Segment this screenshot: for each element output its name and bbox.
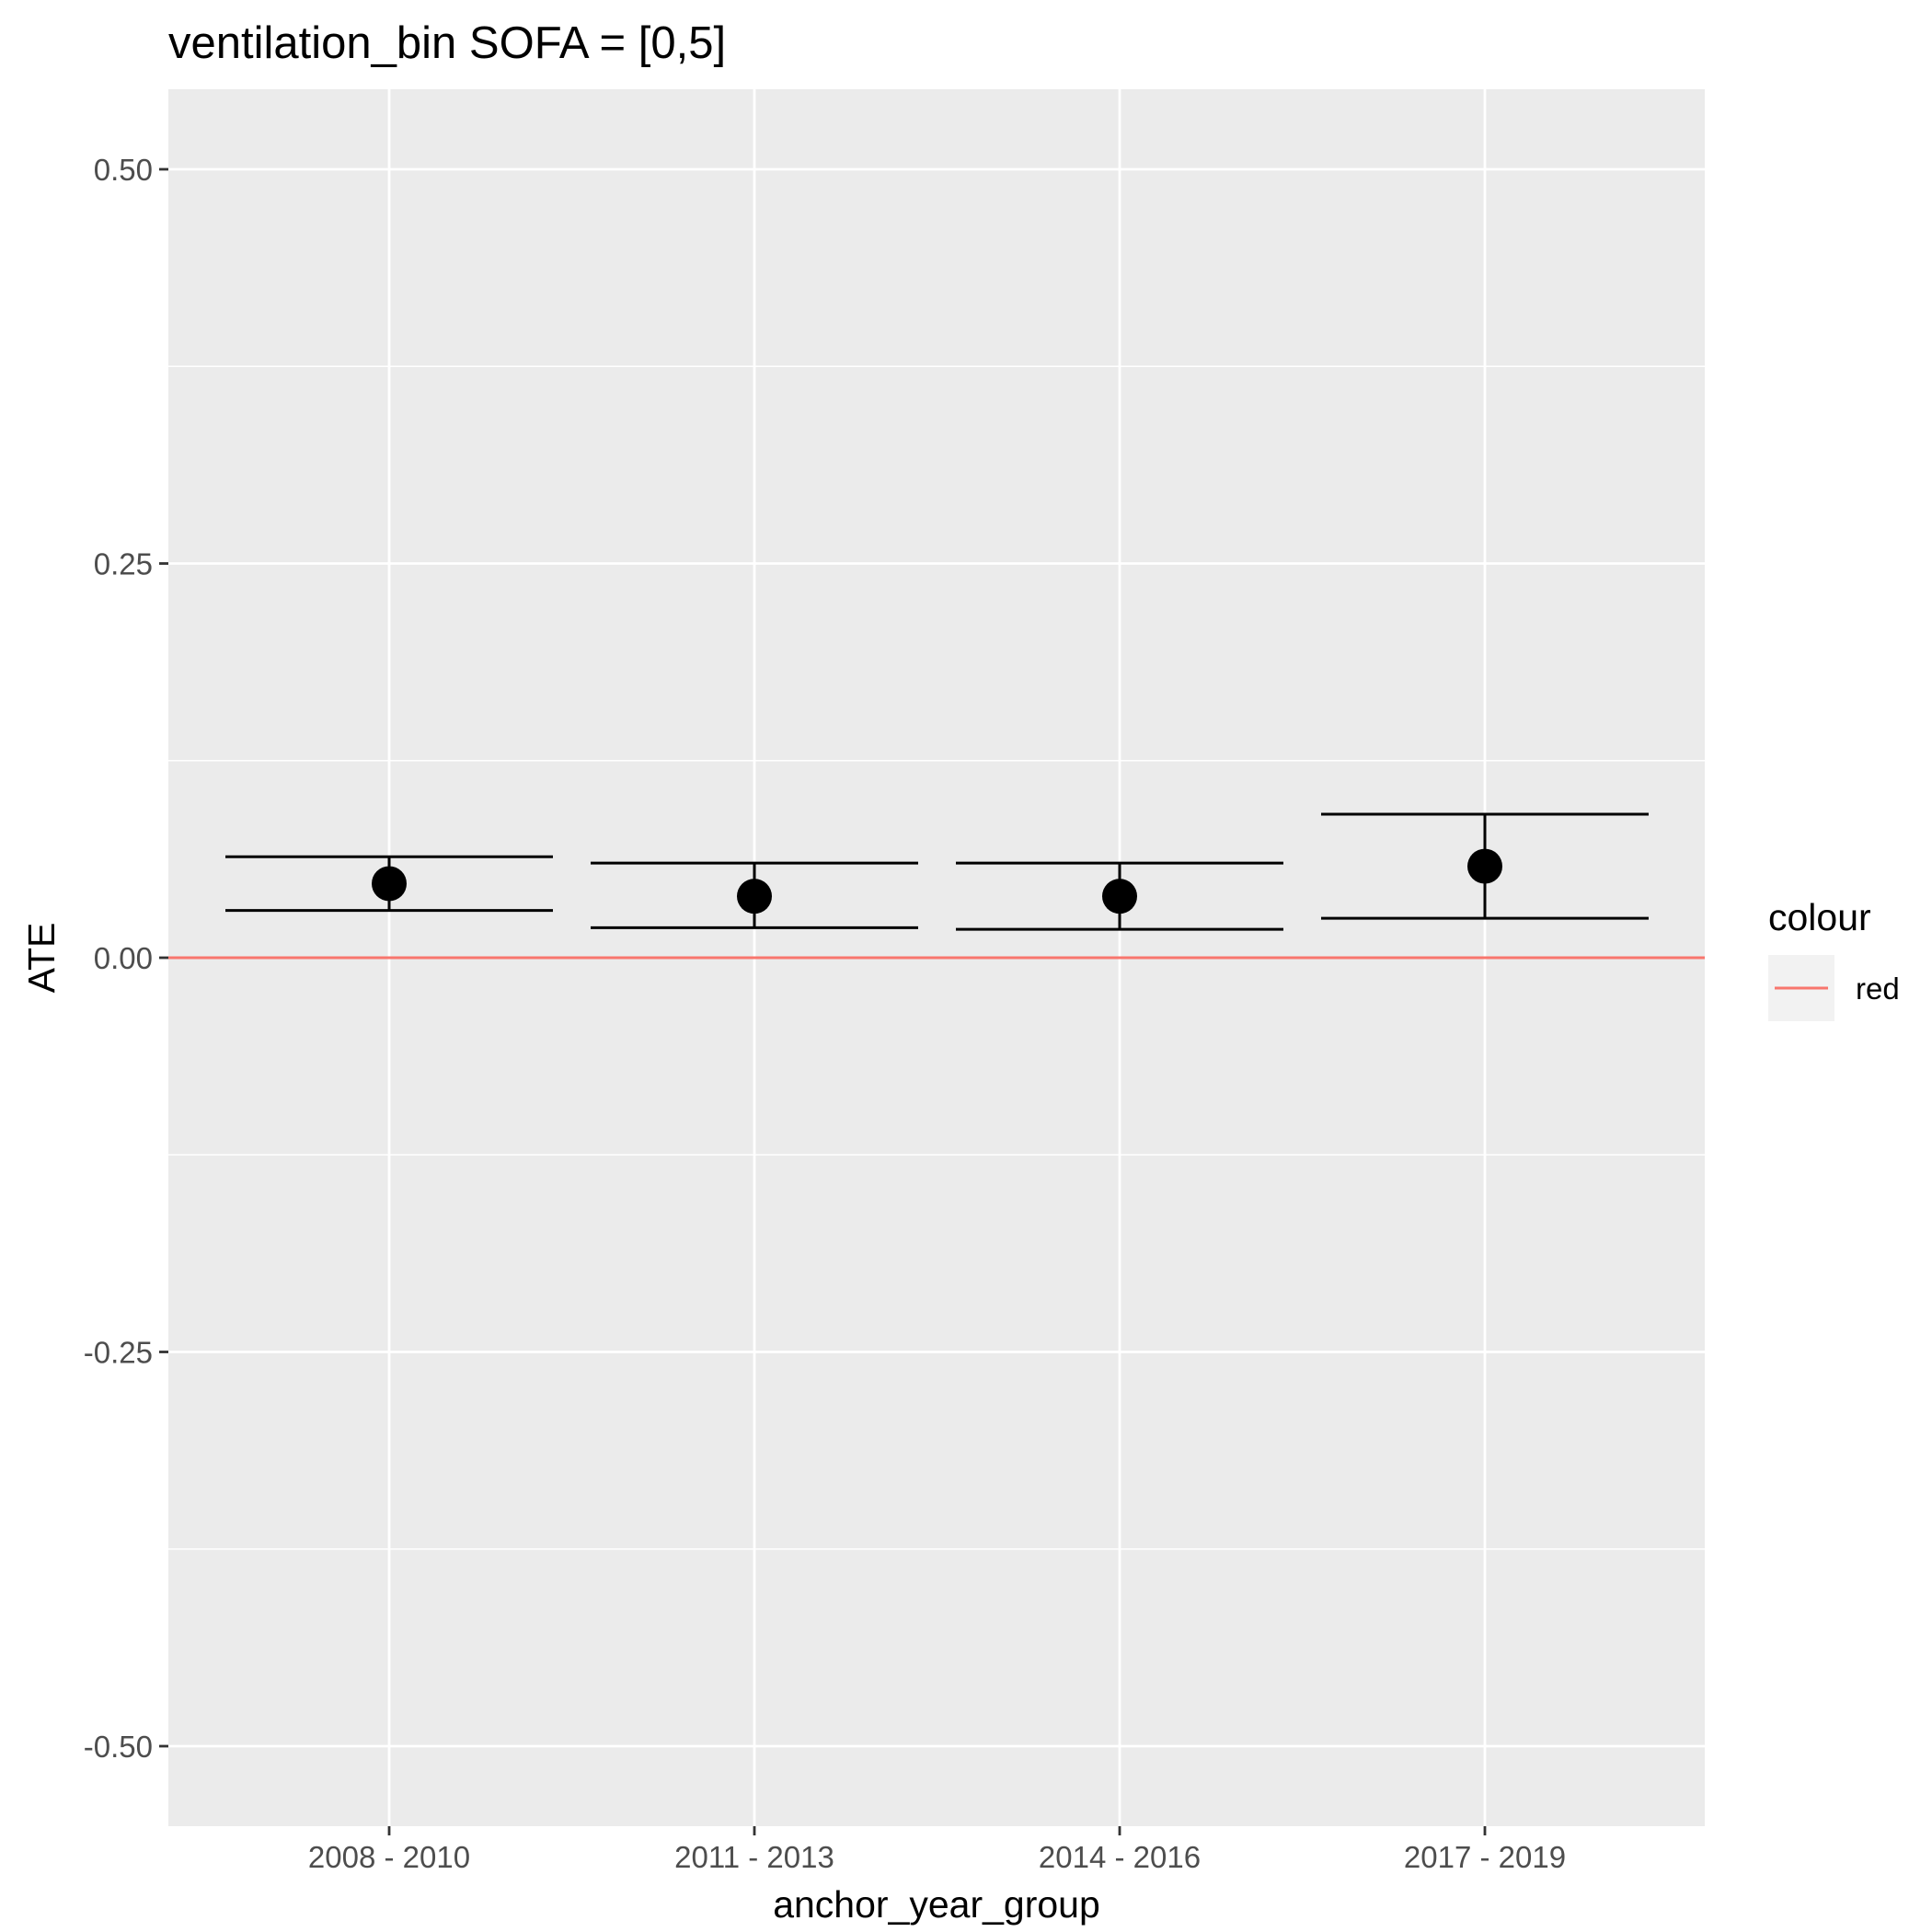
x-axis-title: anchor_year_group (773, 1883, 1100, 1926)
data-point (737, 879, 772, 914)
y-axis: 0.50 0.25 0.00 -0.25 -0.50 (84, 153, 168, 1764)
y-tick-label: -0.25 (84, 1336, 153, 1370)
points (372, 848, 1502, 914)
x-tick-label: 2014 - 2016 (1039, 1840, 1201, 1874)
y-tick-label: 0.50 (94, 153, 153, 187)
legend-label: red (1856, 972, 1900, 1006)
chart-title: ventilation_bin SOFA = [0,5] (168, 18, 726, 68)
x-tick-label: 2011 - 2013 (674, 1840, 834, 1874)
y-tick-label: 0.25 (94, 547, 153, 581)
data-point (1467, 848, 1502, 884)
data-point (1102, 879, 1137, 914)
y-tick-label: -0.50 (84, 1730, 153, 1764)
x-axis: 2008 - 2010 2011 - 2013 2014 - 2016 2017 - … (308, 1826, 1566, 1874)
minor-gridlines (168, 365, 1705, 1550)
legend: colour red (1768, 896, 1900, 1021)
legend-title: colour (1768, 896, 1871, 938)
y-axis-title: ATE (20, 923, 63, 994)
x-tick-label: 2017 - 2019 (1404, 1840, 1566, 1874)
y-tick-label: 0.00 (94, 941, 153, 975)
x-tick-label: 2008 - 2010 (308, 1840, 470, 1874)
data-point (372, 866, 407, 902)
